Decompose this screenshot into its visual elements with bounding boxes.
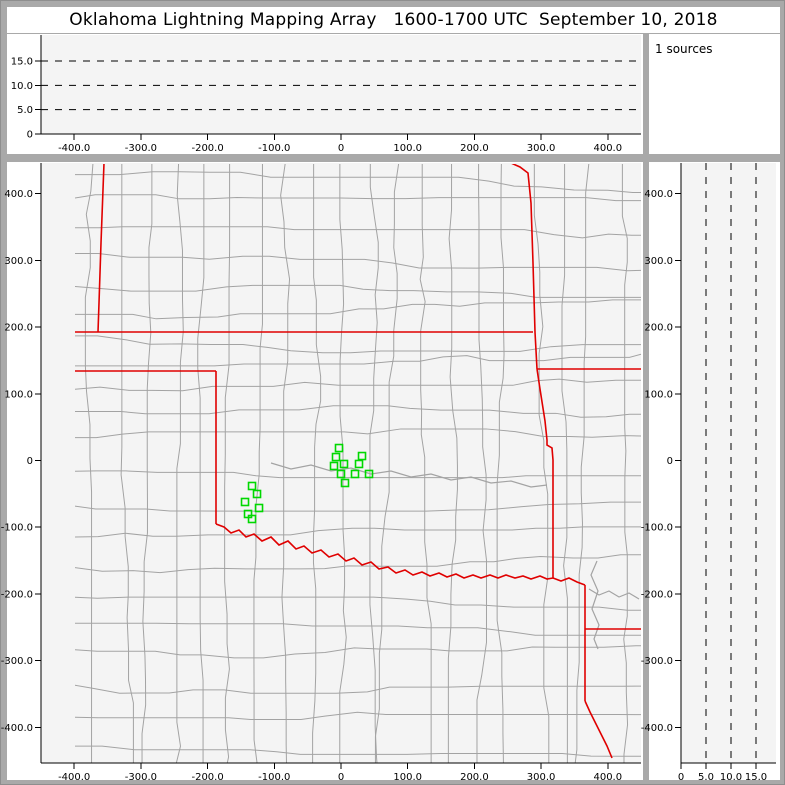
x-axis-tick-label: 400.0 [593,772,622,783]
lightning-source-marker [252,489,262,499]
lightning-source-marker [240,497,250,507]
lightning-source-marker [364,469,374,479]
y-axis-tick-label: -300.0 [1,656,33,667]
lightning-source-marker [350,469,360,479]
y-axis-tick-label: 400.0 [644,189,673,200]
x-axis-tick-label: -300.0 [125,772,157,783]
x-axis-tick-label: 0 [338,143,344,154]
lightning-source-marker [354,459,364,469]
lightning-source-marker [331,452,341,462]
y-axis-tick-label: -200.0 [1,589,33,600]
y-axis-tick-label: -100.0 [1,523,33,534]
x-axis-tick-label: 300.0 [527,772,556,783]
lightning-source-marker [339,459,349,469]
altitude-ns-plot-area[interactable] [681,163,776,763]
y-axis-tick-label: 5.0 [17,105,33,116]
x-axis-tick-label: 15.0 [745,772,767,783]
y-axis-tick-label: 300.0 [4,256,33,267]
x-axis-tick-label: -100.0 [258,143,290,154]
lightning-source-marker [254,503,264,513]
y-axis-tick-label: 100.0 [4,389,33,400]
x-axis-tick-label: -100.0 [258,772,290,783]
river-line [590,560,600,650]
state-border-path [584,700,613,759]
y-axis-tick-label: 10.0 [11,81,33,92]
lightning-source-marker [329,461,339,471]
y-axis-tick-label: 0 [27,130,33,141]
plan-view-map-panel: 400.0 300.0 200.0 100.0 0 -100.0 -200.0 -300.0 -… [1,162,643,783]
lightning-source-markers [240,443,374,524]
window-title: Oklahoma Lightning Mapping Array 1600-17… [69,10,718,30]
y-axis-tick-label: -200.0 [641,589,673,600]
plan-view-map-plot[interactable]: 400.0 300.0 200.0 100.0 0 -100.0 -200.0 -300.0 -… [1,162,643,783]
altitude-ew-plot-area[interactable] [41,35,641,134]
y-axis-tick-label: 200.0 [4,323,33,334]
river-line [270,462,548,488]
lightning-source-marker [247,481,257,491]
y-axis-tick-label: -400.0 [641,723,673,734]
state-border-path [552,577,586,586]
title-bar: Oklahoma Lightning Mapping Array 1600-17… [7,7,780,33]
x-axis-tick-label: -400.0 [58,772,90,783]
river-line [588,588,640,600]
state-border-path [215,523,554,580]
x-axis-tick-label: -300.0 [125,143,157,154]
y-axis-tick-label: 0 [27,456,33,467]
y-axis-tick-label: 15.0 [11,56,33,67]
state-border-path [511,164,538,370]
x-axis-tick-label: -200.0 [191,772,223,783]
y-axis-tick-label: 200.0 [644,323,673,334]
lightning-source-marker [334,443,344,453]
x-axis-tick-label: 0 [678,772,684,783]
x-axis-tick-label: 400.0 [593,143,622,154]
x-axis-tick-label: 10.0 [720,772,742,783]
x-axis-tick-label: 100.0 [393,772,422,783]
lightning-source-marker [336,469,346,479]
map-layers [75,164,642,764]
lightning-source-marker [357,451,367,461]
altitude-ns-panel: 400.0 300.0 200.0 100.0 0 -100.0 -200.0 -300.0 -… [641,162,780,783]
altitude-ew-panel: 0 5.0 10.0 15.0 -400.0 -300.0 -200.0 -100.0 0 100… [7,34,643,154]
x-axis-tick-label: 0 [338,772,344,783]
altitude-ew-plot[interactable]: 0 5.0 10.0 15.0 -400.0 -300.0 -200.0 -100.0 0 100… [7,34,643,154]
lightning-source-marker [247,514,257,524]
state-border-path [536,368,554,578]
y-axis-tick-label: 0 [667,456,673,467]
y-axis-tick-label: 100.0 [644,389,673,400]
x-axis-tick-label: 300.0 [527,143,556,154]
y-axis-tick-label: -100.0 [641,523,673,534]
x-axis-tick-label: -400.0 [58,143,90,154]
x-axis-tick-label: 200.0 [460,143,489,154]
x-axis-tick-label: 100.0 [393,143,422,154]
y-axis-tick-label: 400.0 [4,189,33,200]
y-axis-tick-label: -300.0 [641,656,673,667]
x-axis-tick-label: 200.0 [460,772,489,783]
x-axis-tick-label: 5.0 [698,772,714,783]
state-border-path [97,164,105,333]
lightning-source-marker [340,478,350,488]
sources-count-label: 1 sources [655,42,713,56]
altitude-ns-plot[interactable]: 400.0 300.0 200.0 100.0 0 -100.0 -200.0 -300.0 -… [641,162,780,783]
y-axis-tick-label: -400.0 [1,723,33,734]
y-axis-tick-label: 300.0 [644,256,673,267]
sources-count-panel: 1 sources [649,34,780,154]
x-axis-tick-label: -200.0 [191,143,223,154]
